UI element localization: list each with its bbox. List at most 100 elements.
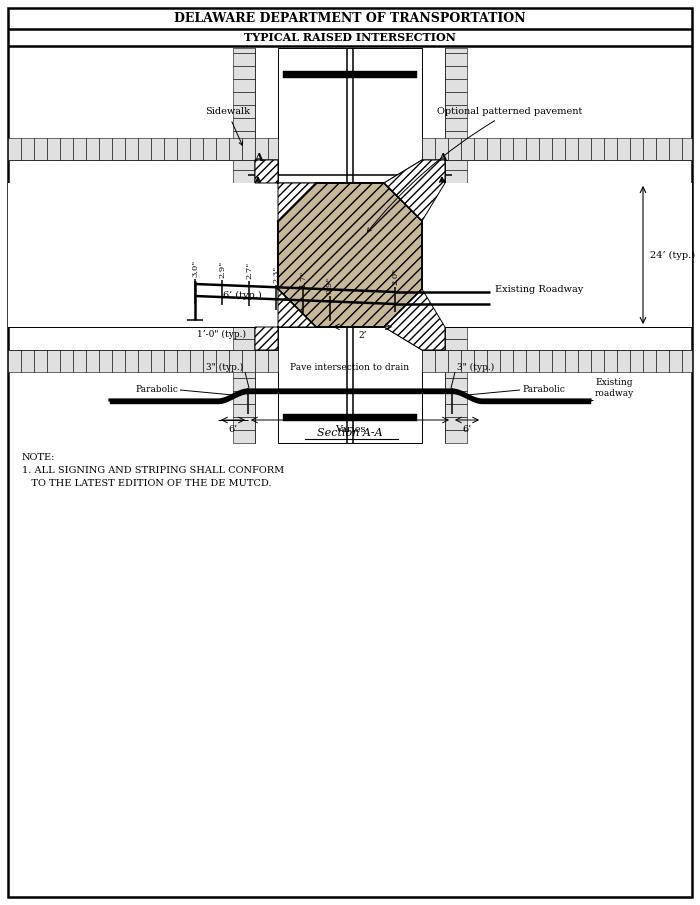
Bar bbox=[164, 350, 177, 372]
Bar bbox=[60, 350, 73, 372]
Bar bbox=[138, 138, 151, 160]
Text: 1’-0" (typ.): 1’-0" (typ.) bbox=[197, 330, 246, 339]
Bar bbox=[669, 350, 682, 372]
Bar bbox=[233, 66, 255, 79]
Bar bbox=[233, 48, 255, 53]
Bar bbox=[604, 350, 617, 372]
Bar bbox=[445, 417, 467, 430]
Bar bbox=[448, 350, 461, 372]
Text: Optional patterned pavement: Optional patterned pavement bbox=[368, 108, 582, 232]
Bar bbox=[177, 138, 190, 160]
Bar bbox=[268, 138, 278, 160]
Bar bbox=[445, 79, 467, 92]
Bar bbox=[229, 138, 242, 160]
Bar bbox=[73, 138, 86, 160]
Bar bbox=[445, 327, 467, 339]
Bar bbox=[255, 350, 268, 372]
Bar bbox=[617, 138, 630, 160]
Text: 0.9": 0.9" bbox=[326, 277, 334, 294]
Text: Existing Roadway: Existing Roadway bbox=[495, 284, 583, 293]
Bar bbox=[539, 350, 552, 372]
Bar bbox=[233, 417, 255, 430]
Bar bbox=[8, 350, 21, 372]
Bar bbox=[500, 350, 513, 372]
Bar bbox=[242, 350, 255, 372]
Bar bbox=[21, 350, 34, 372]
Text: 6’ (typ.): 6’ (typ.) bbox=[223, 291, 262, 300]
Bar bbox=[233, 53, 255, 66]
Bar bbox=[86, 350, 99, 372]
Bar bbox=[487, 350, 500, 372]
Bar bbox=[591, 138, 604, 160]
Bar bbox=[283, 71, 417, 78]
Bar bbox=[203, 138, 216, 160]
Bar bbox=[513, 350, 526, 372]
Text: Parabolic: Parabolic bbox=[522, 386, 565, 395]
Bar bbox=[233, 404, 255, 417]
Bar bbox=[526, 138, 539, 160]
Bar bbox=[445, 92, 467, 105]
Bar bbox=[233, 365, 255, 378]
Bar bbox=[445, 352, 467, 365]
Bar bbox=[190, 350, 203, 372]
Bar bbox=[578, 138, 591, 160]
Bar bbox=[461, 138, 474, 160]
Text: 3.0": 3.0" bbox=[191, 260, 199, 277]
Bar bbox=[445, 48, 467, 53]
Text: NOTE:
1. ALL SIGNING AND STRIPING SHALL CONFORM
   TO THE LATEST EDITION OF THE : NOTE: 1. ALL SIGNING AND STRIPING SHALL … bbox=[22, 453, 284, 489]
Bar bbox=[283, 414, 417, 421]
Bar bbox=[539, 138, 552, 160]
Bar bbox=[229, 350, 242, 372]
Text: 6’: 6’ bbox=[463, 425, 472, 434]
Polygon shape bbox=[255, 289, 316, 350]
Bar bbox=[164, 138, 177, 160]
Bar bbox=[500, 138, 513, 160]
Bar bbox=[177, 350, 190, 372]
Text: Varies: Varies bbox=[335, 425, 365, 434]
Text: 24’ (typ.): 24’ (typ.) bbox=[650, 251, 695, 260]
Bar bbox=[578, 350, 591, 372]
Text: 2.0": 2.0" bbox=[391, 268, 399, 285]
Bar bbox=[278, 48, 422, 183]
Bar bbox=[565, 350, 578, 372]
Bar bbox=[445, 157, 467, 170]
Text: 2.3": 2.3" bbox=[272, 265, 280, 282]
Bar bbox=[21, 138, 34, 160]
Bar bbox=[99, 350, 112, 372]
Bar bbox=[445, 404, 467, 417]
Bar bbox=[233, 118, 255, 131]
Bar bbox=[474, 138, 487, 160]
Text: Sidewalk: Sidewalk bbox=[205, 108, 250, 146]
Bar bbox=[233, 92, 255, 105]
Polygon shape bbox=[255, 289, 316, 350]
Bar bbox=[99, 138, 112, 160]
Bar bbox=[445, 430, 467, 443]
Bar bbox=[422, 183, 692, 327]
Bar bbox=[591, 350, 604, 372]
Bar bbox=[604, 138, 617, 160]
Bar bbox=[151, 350, 164, 372]
Polygon shape bbox=[255, 160, 316, 221]
Bar bbox=[112, 138, 125, 160]
Bar bbox=[190, 138, 203, 160]
Text: A: A bbox=[253, 152, 262, 163]
Bar bbox=[233, 79, 255, 92]
Bar bbox=[656, 138, 669, 160]
Bar bbox=[656, 350, 669, 372]
Bar bbox=[125, 138, 138, 160]
Bar bbox=[60, 138, 73, 160]
Text: Section A-A: Section A-A bbox=[317, 428, 383, 438]
Bar bbox=[445, 378, 467, 391]
Text: Existing
roadway: Existing roadway bbox=[595, 378, 634, 398]
Bar bbox=[47, 350, 60, 372]
Bar bbox=[445, 365, 467, 378]
Bar bbox=[216, 138, 229, 160]
Polygon shape bbox=[384, 160, 445, 221]
Bar bbox=[445, 170, 467, 183]
Bar bbox=[422, 350, 435, 372]
Text: 6’: 6’ bbox=[228, 425, 237, 434]
Text: TYPICAL RAISED INTERSECTION: TYPICAL RAISED INTERSECTION bbox=[244, 32, 456, 43]
Bar bbox=[233, 339, 255, 352]
Bar bbox=[73, 350, 86, 372]
Text: 1.7": 1.7" bbox=[299, 270, 307, 288]
